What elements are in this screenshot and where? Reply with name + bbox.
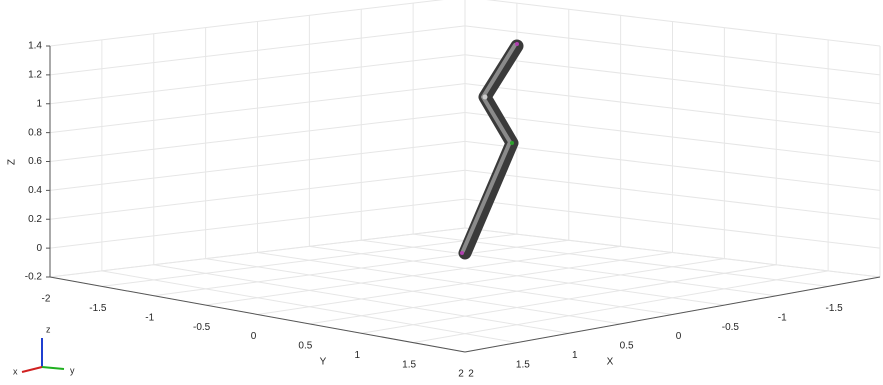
y-tick-label: 2 [458,369,464,380]
z-tick-label: -0.2 [25,272,43,283]
triad-x: x [13,366,18,376]
z-tick-label: 1.4 [28,41,42,52]
y-axis [50,277,465,352]
x-tick-label: -1 [778,312,787,323]
grid-line [361,240,776,296]
z-tick-label: 1.2 [28,70,42,81]
x-axis [465,277,880,352]
x-tick-label: 0 [676,331,682,342]
grid-line [154,265,569,334]
z-tick-label: 0 [36,243,42,254]
y-tick-label: 0.5 [298,341,312,352]
z-tick-label: 0.8 [28,127,42,138]
y-tick-label: -2 [42,294,51,305]
x-tick-label: 1 [572,350,578,361]
y-tick-label: -1.5 [89,303,107,314]
z-tick-label: 0.6 [28,156,42,167]
triad: z x y [13,324,75,376]
y-tick-label: -1 [145,312,154,323]
robot-plot: Z Y X z x y 1.4 1.2 1 0.8 0.6 0.4 0.2 0 -0.2 -2 -1… [0,0,883,385]
x-tick-label: 1.5 [516,359,530,370]
y-label: Y [320,357,327,368]
grid-line [206,259,621,324]
z-tick-label: 1 [36,98,42,109]
y-tick-label: 1 [354,350,360,361]
grid-line [309,246,724,305]
y-tick-label: 0 [251,331,257,342]
x-tick-label: -1.5 [826,303,844,314]
robot-arm [460,42,519,255]
x-tick-label: -0.5 [722,322,740,333]
x-label: X [607,357,614,368]
z-label: Z [7,159,18,165]
z-tick-label: 0.4 [28,185,42,196]
triad-y: y [70,365,75,375]
z-tick-label: 0.2 [28,214,42,225]
x-tick-label: 2 [468,369,474,380]
x-tick-label: 0.5 [620,341,634,352]
triad-z: z [46,324,51,334]
y-tick-label: 1.5 [402,359,416,370]
y-tick-label: -0.5 [193,322,211,333]
